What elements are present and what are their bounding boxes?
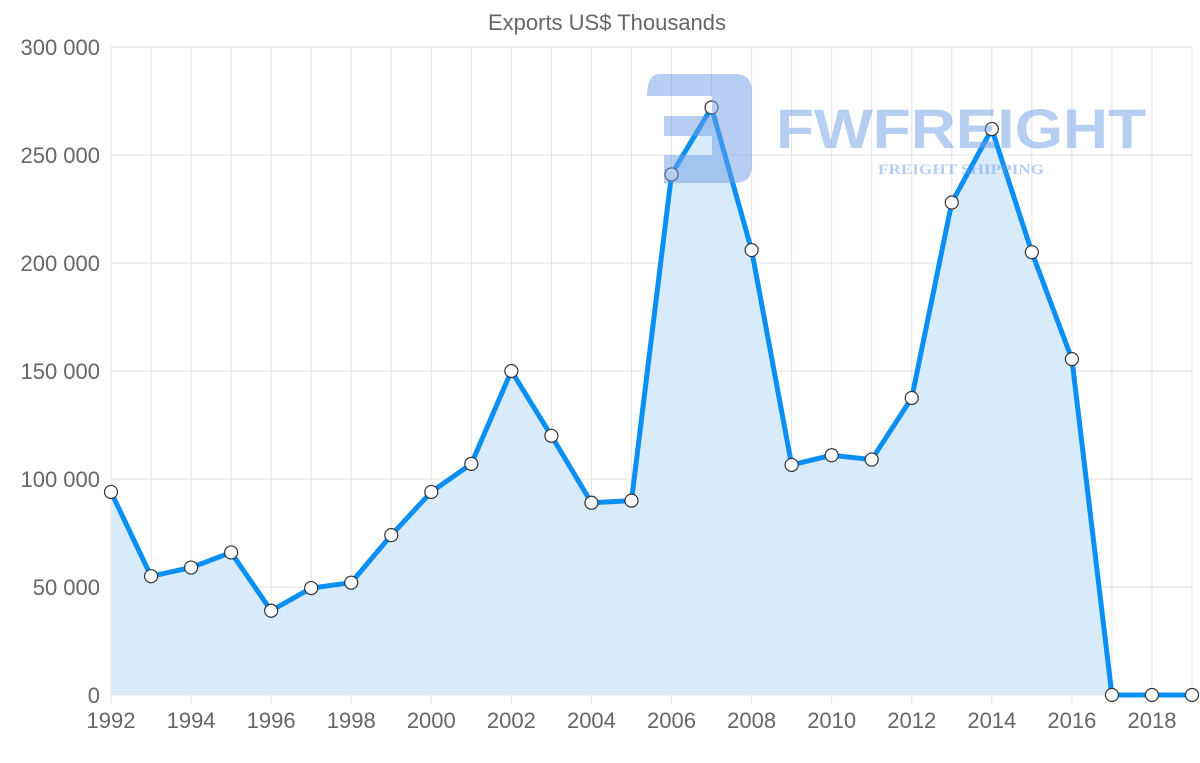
x-tick-label: 2004 — [567, 708, 616, 733]
x-tick-label: 2010 — [807, 708, 856, 733]
x-tick-label: 1994 — [167, 708, 216, 733]
data-point — [384, 528, 399, 543]
data-point — [264, 603, 279, 618]
y-tick-label: 200 000 — [20, 251, 100, 276]
y-tick-label: 300 000 — [20, 35, 100, 60]
data-point — [224, 545, 239, 560]
data-point — [344, 575, 359, 590]
data-point — [464, 456, 479, 471]
data-point — [143, 569, 159, 584]
data-point — [1184, 687, 1200, 703]
x-tick-label: 2002 — [487, 708, 536, 733]
y-tick-label: 150 000 — [20, 359, 100, 384]
data-point — [183, 560, 199, 575]
data-point — [784, 457, 799, 473]
data-point — [744, 242, 759, 258]
data-point — [304, 580, 319, 596]
watermark-logo-icon — [647, 74, 752, 183]
series-line — [108, 104, 1192, 698]
watermark-tagline: FREIGHT SHIPPING — [878, 162, 1044, 178]
y-tick-label: 0 — [88, 683, 100, 708]
data-point — [1104, 687, 1120, 703]
y-tick-label: 100 000 — [20, 467, 100, 492]
watermark: FWFREIGHT FREIGHT SHIPPING — [647, 74, 1146, 183]
x-tick-label: 2018 — [1127, 708, 1176, 733]
data-point — [584, 495, 599, 510]
data-point — [624, 493, 639, 508]
data-point — [1144, 687, 1160, 703]
x-tick-label: 2006 — [647, 708, 696, 733]
x-tick-label: 2014 — [967, 708, 1016, 733]
data-point — [1064, 352, 1079, 367]
x-tick-label: 2000 — [407, 708, 456, 733]
x-tick-label: 1998 — [327, 708, 376, 733]
data-point — [544, 428, 559, 443]
y-axis: 0 50 000 100 000 150 000 200 000 250 000 300 0… — [20, 35, 100, 708]
x-tick-label: 2008 — [727, 708, 776, 733]
data-point — [824, 448, 839, 463]
x-tick-label: 1996 — [247, 708, 296, 733]
x-axis: 1992 1994 1996 1998 2000 2002 2004 2006 2008 2010… — [87, 708, 1177, 733]
data-point — [984, 121, 999, 137]
y-tick-label: 50 000 — [33, 575, 100, 600]
data-point — [504, 363, 519, 379]
data-point — [864, 452, 879, 467]
data-point — [1024, 245, 1039, 260]
x-tick-label: 2016 — [1047, 708, 1096, 733]
y-tick-label: 250 000 — [20, 143, 100, 168]
x-tick-label: 2012 — [887, 708, 936, 733]
watermark-brand: FWFREIGHT — [776, 97, 1146, 160]
chart-title: Exports US$ Thousands — [488, 10, 726, 35]
data-point — [103, 484, 119, 500]
data-point — [944, 195, 959, 210]
data-point — [904, 390, 919, 406]
x-tick-label: 1992 — [87, 708, 136, 733]
data-point — [424, 484, 439, 500]
